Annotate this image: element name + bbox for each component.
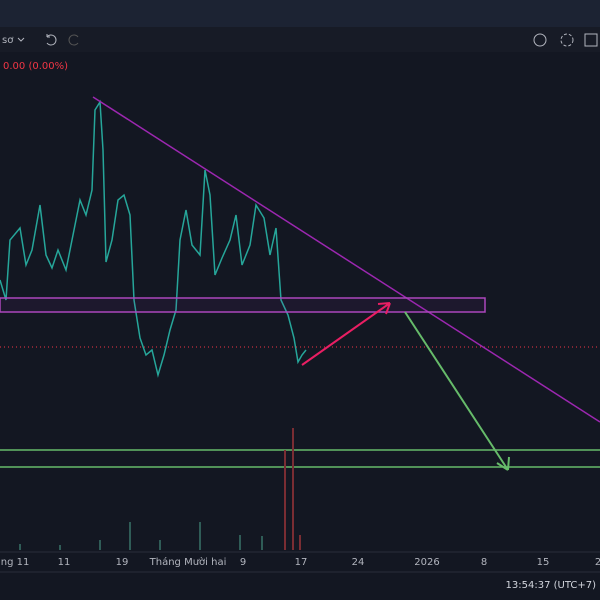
settings-icon[interactable]	[560, 33, 574, 47]
undo-icon[interactable]	[46, 34, 57, 46]
time-label: 2	[595, 557, 600, 568]
screenshot-icon[interactable]	[533, 33, 547, 47]
toolbar	[0, 27, 600, 52]
time-label: 24	[352, 557, 365, 568]
trend-line[interactable]	[92, 96, 600, 423]
change-text: 0.00 (0.00%)	[3, 61, 68, 72]
time-label: 11	[58, 557, 71, 568]
volume-bars	[19, 428, 301, 550]
time-label: 19	[116, 557, 129, 568]
time-label: 9	[240, 557, 246, 568]
symbol-text[interactable]: sơ	[2, 35, 14, 46]
down-arrow[interactable]	[404, 311, 510, 471]
top-bar	[0, 0, 600, 27]
price-line	[0, 99, 307, 378]
zone-rectangle[interactable]	[0, 297, 486, 313]
time-label: Tháng Mười hai	[149, 556, 227, 568]
fullscreen-icon[interactable]	[584, 33, 598, 47]
up-arrow[interactable]	[301, 302, 391, 366]
time-label: 8	[481, 557, 487, 568]
time-label: 15	[537, 557, 550, 568]
time-label: 17	[295, 557, 308, 568]
time-label: 2026	[414, 557, 439, 568]
clock: 13:54:37 (UTC+7)	[506, 580, 597, 591]
dropdown-icon[interactable]	[17, 37, 25, 42]
time-label: áng 11	[0, 556, 29, 568]
redo-icon[interactable]	[68, 34, 79, 46]
